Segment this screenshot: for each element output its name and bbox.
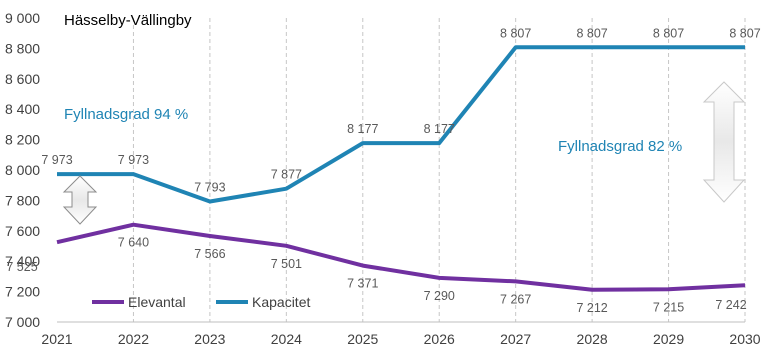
x-tick-label: 2030 — [729, 331, 760, 347]
data-label-kapacitet: 8 177 — [347, 122, 378, 136]
data-labels: 7 973 7 973 7 793 7 877 8 177 8 177 8 807 8 807… — [6, 26, 760, 314]
data-label-kapacitet: 8 807 — [729, 26, 760, 40]
legend-label-elevantal: Elevantal — [128, 294, 186, 310]
double-arrow-icon — [702, 81, 746, 203]
x-tick-label: 2023 — [194, 331, 225, 347]
data-label-elevantal: 7 267 — [500, 292, 531, 306]
y-tick-label: 8 400 — [5, 101, 40, 117]
series-lines — [56, 45, 746, 292]
series-line-kapacitet — [57, 45, 745, 204]
data-label-elevantal: 7 290 — [424, 289, 455, 303]
data-label-kapacitet: 7 793 — [194, 180, 225, 194]
data-label-elevantal: 7 212 — [576, 301, 607, 315]
y-tick-label: 7 600 — [5, 223, 40, 239]
data-label-elevantal: 7 242 — [715, 298, 746, 312]
data-label-elevantal: 7 215 — [653, 300, 684, 314]
y-axis: 7 000 7 200 7 400 7 600 7 800 8 000 8 200 8 400… — [5, 10, 40, 330]
legend-label-kapacitet: Kapacitet — [252, 294, 310, 310]
x-tick-label: 2022 — [118, 331, 149, 347]
y-tick-label: 8 000 — [5, 162, 40, 178]
y-tick-label: 8 800 — [5, 40, 40, 56]
double-arrow-icon — [62, 175, 98, 225]
y-tick-label: 9 000 — [5, 10, 40, 26]
data-label-kapacitet: 8 807 — [576, 26, 607, 40]
y-tick-label: 8 200 — [5, 132, 40, 148]
x-tick-label: 2024 — [271, 331, 302, 347]
data-label-kapacitet: 7 877 — [271, 168, 302, 182]
y-tick-label: 8 600 — [5, 71, 40, 87]
data-label-kapacitet: 7 973 — [118, 153, 149, 167]
data-label-elevantal: 7 640 — [118, 236, 149, 250]
data-label-elevantal: 7 566 — [194, 247, 225, 261]
annotation-right: Fyllnadsgrad 82 % — [558, 138, 682, 155]
x-tick-label: 2026 — [424, 331, 455, 347]
x-tick-label: 2028 — [577, 331, 608, 347]
data-label-kapacitet: 8 807 — [653, 26, 684, 40]
y-tick-label: 7 400 — [5, 253, 40, 269]
series-line-elevantal — [56, 222, 746, 292]
data-label-elevantal: 7 501 — [271, 257, 302, 271]
data-label-kapacitet: 8 177 — [424, 122, 455, 136]
y-tick-label: 7 200 — [5, 284, 40, 300]
legend: Elevantal Kapacitet — [92, 294, 310, 310]
x-tick-label: 2021 — [41, 331, 72, 347]
data-label-kapacitet: 8 807 — [500, 26, 531, 40]
grid-lines — [57, 18, 746, 323]
data-label-kapacitet: 7 973 — [41, 153, 72, 167]
y-tick-label: 7 800 — [5, 192, 40, 208]
chart-title: Hässelby-Vällingby — [64, 12, 192, 29]
data-label-elevantal: 7 525 — [6, 260, 37, 274]
data-label-elevantal: 7 371 — [347, 277, 378, 291]
x-tick-label: 2025 — [347, 331, 378, 347]
y-tick-label: 7 000 — [5, 314, 40, 330]
annotation-left: Fyllnadsgrad 94 % — [64, 106, 188, 123]
x-axis: 2021 2022 2023 2024 2025 2026 2027 2028 2029 2030 — [41, 331, 760, 347]
x-tick-label: 2027 — [500, 331, 531, 347]
x-tick-label: 2029 — [653, 331, 684, 347]
